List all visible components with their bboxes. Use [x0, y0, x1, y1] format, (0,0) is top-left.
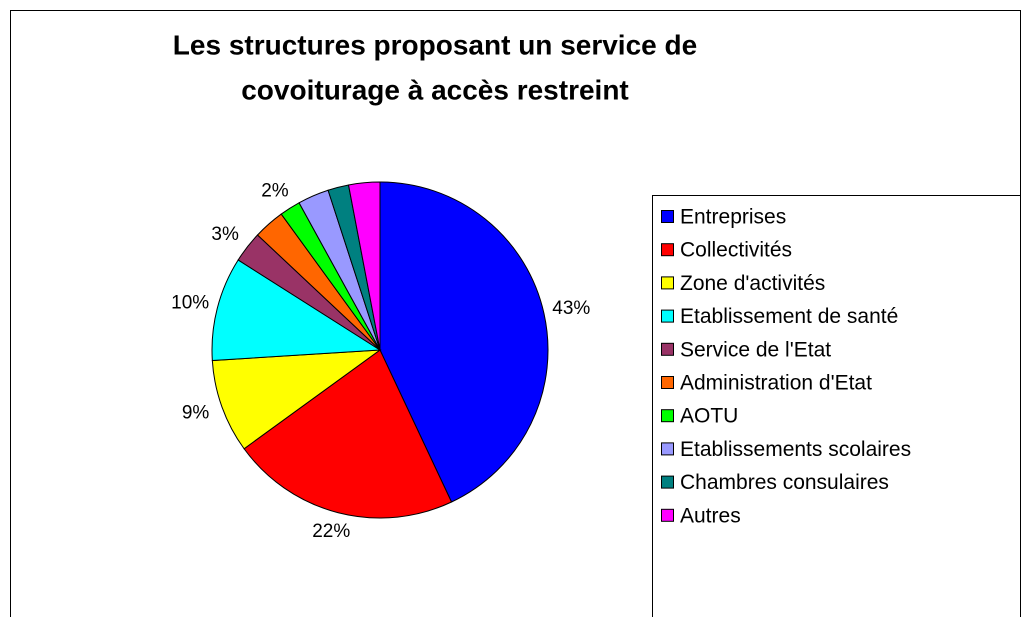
legend-label: Collectivités	[680, 239, 792, 262]
pie-slice	[379, 181, 549, 503]
legend-label: Etablissement de santé	[680, 305, 898, 328]
legend-label: Etablissements scolaires	[680, 438, 911, 461]
data-label: 43%	[552, 298, 590, 319]
legend-swatch	[661, 409, 674, 423]
legend-swatch	[661, 376, 674, 389]
legend-swatch	[661, 342, 674, 356]
legend-swatch	[661, 309, 674, 323]
legend-label: Zone d'activités	[680, 272, 825, 295]
legend-box	[652, 195, 1021, 617]
data-label: 2%	[261, 180, 289, 201]
legend-label: Service de l'Etat	[680, 338, 831, 361]
legend-swatch	[661, 276, 674, 290]
chart-title: Les structures proposant un service de	[173, 29, 697, 60]
legend-label: Autres	[680, 504, 741, 527]
pie-slice	[211, 259, 382, 362]
pie-slice	[243, 349, 453, 519]
legend-label: Administration d'Etat	[680, 372, 872, 395]
data-label: 22%	[312, 521, 350, 542]
legend-label: AOTU	[680, 405, 738, 428]
data-label: 3%	[211, 224, 239, 245]
legend-swatch	[661, 508, 674, 522]
chart-title: covoiturage à accès restreint	[241, 74, 629, 105]
legend-swatch	[661, 210, 674, 223]
data-label: 9%	[182, 403, 210, 424]
legend-label: Chambres consulaires	[680, 471, 889, 494]
data-label: 10%	[171, 292, 209, 313]
legend-swatch	[661, 442, 674, 456]
legend-swatch	[661, 475, 674, 489]
pie-slice	[347, 181, 381, 351]
pie-slice	[211, 349, 382, 450]
legend-swatch	[661, 243, 674, 257]
legend-label: Entreprises	[680, 206, 786, 229]
